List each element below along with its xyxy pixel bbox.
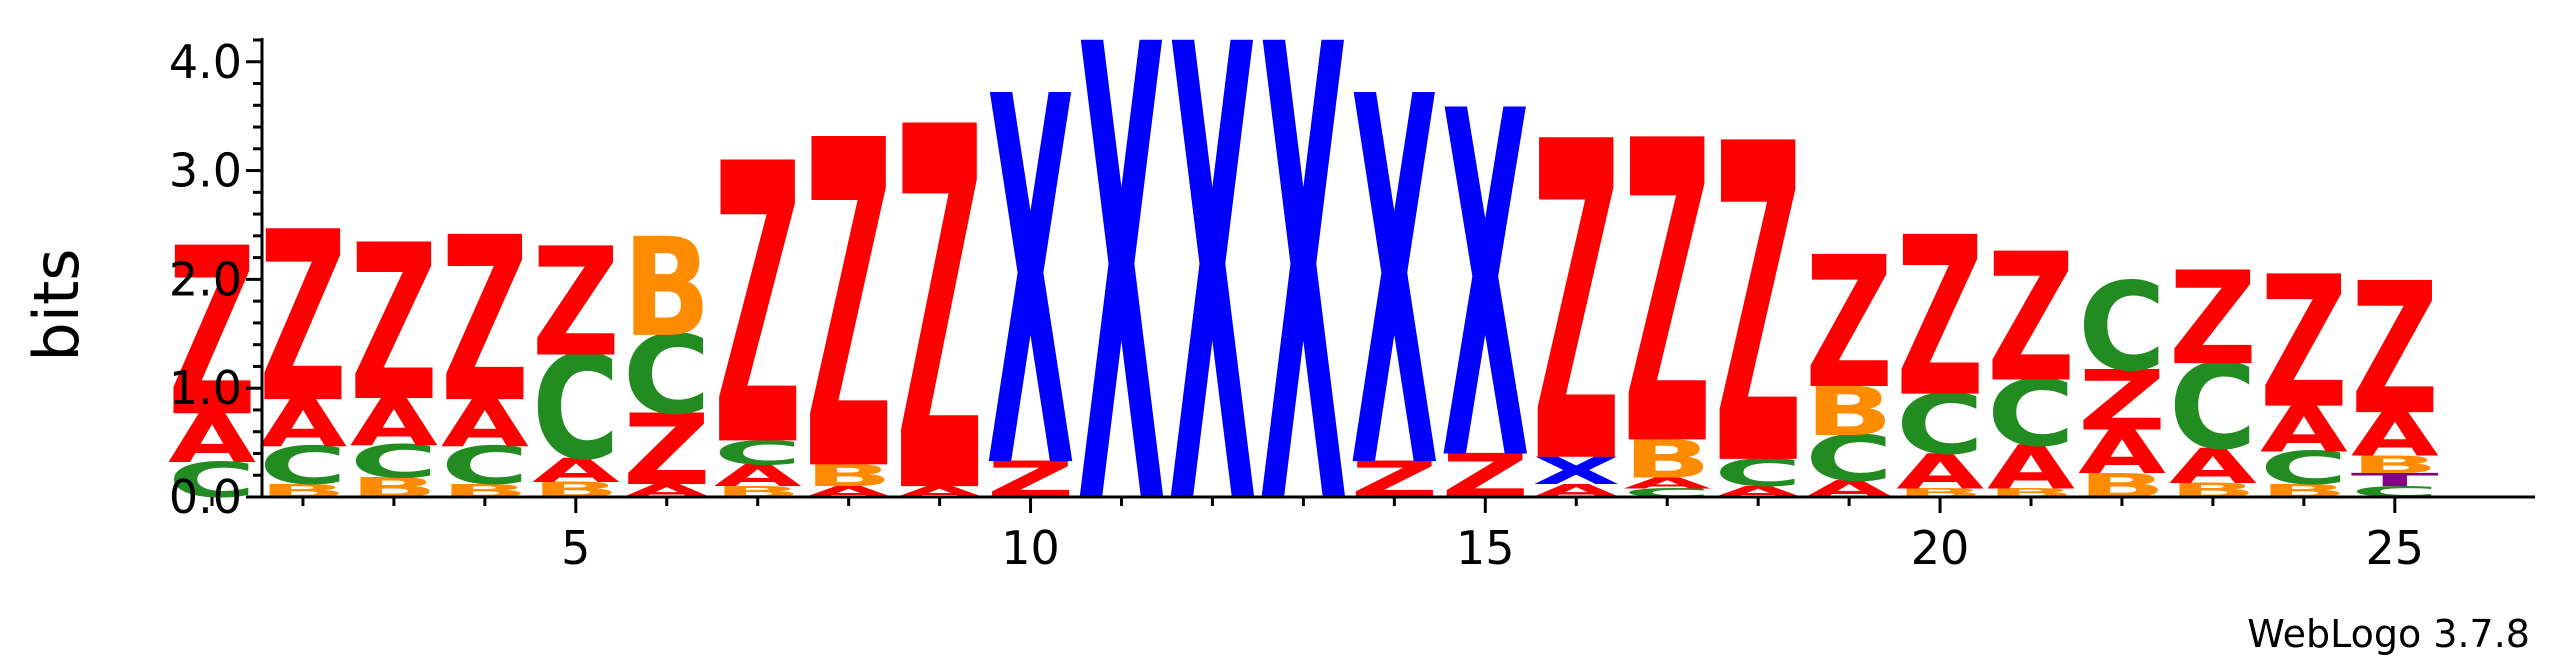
logo-letter-pos24-Z: Z [2260, 239, 2348, 449]
y-tick-label: 2.0 [169, 252, 242, 306]
logo-letter-pos22-A: A [2078, 417, 2166, 487]
logo-letter-pos3-C: C [350, 436, 438, 489]
logo-letter-pos25-A: A [2351, 400, 2439, 470]
logo-letter-pos21-Z: Z [1987, 215, 2075, 421]
logo-letter-pos17-A: A [1623, 475, 1711, 493]
logo-letter-pos8-Z: Z [805, 47, 893, 571]
logo-letter-pos11-X: X [1078, 0, 1166, 646]
logo-letter-pos19-B: B [1805, 373, 1893, 452]
logo-letter-pos19-Z: Z [1805, 219, 1893, 429]
logo-letter-pos18-C: C [1714, 451, 1802, 495]
logo-letter-pos23-C: C [2169, 340, 2257, 477]
y-tick-label: 4.0 [169, 35, 242, 89]
logo-letter-pos2-Z: Z [259, 182, 347, 454]
logo-letter-pos16-Z: Z [1532, 51, 1620, 561]
credit-text: WebLogo 3.7.8 [2247, 612, 2530, 656]
logo-letter-pos16-X: X [1532, 449, 1620, 493]
logo-letter-pos21-C: C [1987, 361, 2075, 467]
logo-letter-pos3-A: A [350, 384, 438, 460]
x-tick-label: 25 [2366, 521, 2425, 575]
logo-letter-pos13-X: X [1259, 0, 1347, 646]
logo-letter-pos25-T: T [2351, 469, 2439, 490]
logo-letter-pos9-Z: Z [896, 23, 984, 604]
logo-letter-pos21-A: A [1987, 433, 2075, 503]
y-tick-label: 0.0 [169, 470, 242, 524]
logo-letter-pos2-C: C [259, 435, 347, 497]
logo-letter-pos6-C: C [623, 313, 711, 439]
axes: 0.0 1.0 2.0 3.0 4.0 5 10 15 20 25 [169, 35, 2535, 575]
logo-letter-pos18-Z: Z [1714, 53, 1802, 563]
logo-letter-pos25-B: B [2351, 451, 2439, 479]
x-tick-label: 20 [1911, 521, 1970, 575]
x-tick-label: 15 [1456, 521, 1515, 575]
logo-letter-pos17-B: B [1623, 429, 1711, 490]
logo-letter-pos24-C: C [2260, 442, 2348, 495]
logo-letter-pos7-A: A [714, 458, 802, 493]
logo-letter-pos17-Z: Z [1623, 55, 1711, 538]
logo-letter-pos7-Z: Z [714, 84, 802, 532]
logo-letter-pos7-C: C [714, 433, 802, 472]
logo-letter-pos4-C: C [441, 435, 529, 497]
logo-letter-pos3-Z: Z [350, 200, 438, 450]
logo-letter-pos19-C: C [1805, 422, 1893, 496]
y-tick-label: 3.0 [169, 144, 242, 198]
logo-letter-pos8-B: B [805, 458, 893, 493]
logo-letter-pos23-Z: Z [2169, 245, 2257, 394]
y-axis-label: bits [20, 248, 93, 361]
logo-letter-pos6-Z: Z [623, 394, 711, 508]
logo-letter-pos5-C: C [532, 325, 620, 492]
x-tick-label: 5 [561, 521, 590, 575]
logo-letter-pos1-Z: Z [168, 199, 256, 468]
logo-letter-pos20-A: A [1896, 443, 1984, 499]
logo-letter-pos2-A: A [259, 386, 347, 462]
logo-letter-pos12-X: X [1168, 0, 1256, 646]
logo-letter-pos23-A: A [2169, 438, 2257, 494]
logo-letter-pos4-A: A [441, 386, 529, 462]
logo-letter-pos25-Z: Z [2351, 245, 2439, 455]
logo-letter-pos15-X: X [1441, 12, 1529, 566]
logo-letter-pos22-C: C [2078, 258, 2166, 399]
logo-letter-pos4-Z: Z [441, 188, 529, 452]
logo-letter-pos10-X: X [987, 0, 1075, 581]
logo-letter-pos1-A: A [168, 400, 257, 479]
logo-letter-pos24-A: A [2260, 393, 2348, 467]
y-tick-label: 1.0 [169, 361, 242, 415]
logo-letter-pos5-Z: Z [532, 217, 620, 391]
x-tick-label: 10 [1001, 521, 1060, 575]
logo-letter-pos20-C: C [1896, 377, 1984, 474]
logo-letter-pos20-Z: Z [1896, 191, 1984, 446]
logo-letter-pos22-Z: Z [2078, 352, 2166, 449]
logo-letter-pos6-B: B [623, 209, 711, 368]
logo-letter-pos5-A: A [532, 451, 620, 490]
logo-letter-pos14-X: X [1350, 0, 1438, 581]
